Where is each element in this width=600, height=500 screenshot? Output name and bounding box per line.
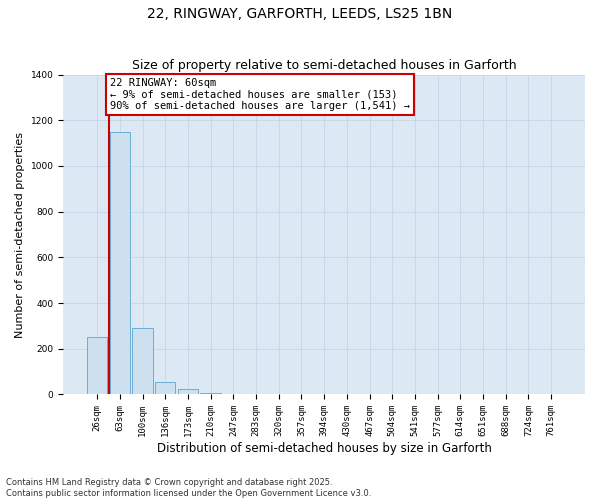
X-axis label: Distribution of semi-detached houses by size in Garforth: Distribution of semi-detached houses by …	[157, 442, 491, 455]
Bar	[155, 382, 175, 394]
Text: 22, RINGWAY, GARFORTH, LEEDS, LS25 1BN: 22, RINGWAY, GARFORTH, LEEDS, LS25 1BN	[148, 8, 452, 22]
Bar	[178, 389, 198, 394]
Bar	[200, 392, 221, 394]
Bar	[87, 336, 107, 394]
Title: Size of property relative to semi-detached houses in Garforth: Size of property relative to semi-detach…	[132, 59, 517, 72]
Y-axis label: Number of semi-detached properties: Number of semi-detached properties	[15, 132, 25, 338]
Bar	[133, 328, 153, 394]
Text: 22 RINGWAY: 60sqm
← 9% of semi-detached houses are smaller (153)
90% of semi-det: 22 RINGWAY: 60sqm ← 9% of semi-detached …	[110, 78, 410, 111]
Bar	[110, 132, 130, 394]
Text: Contains HM Land Registry data © Crown copyright and database right 2025.
Contai: Contains HM Land Registry data © Crown c…	[6, 478, 371, 498]
